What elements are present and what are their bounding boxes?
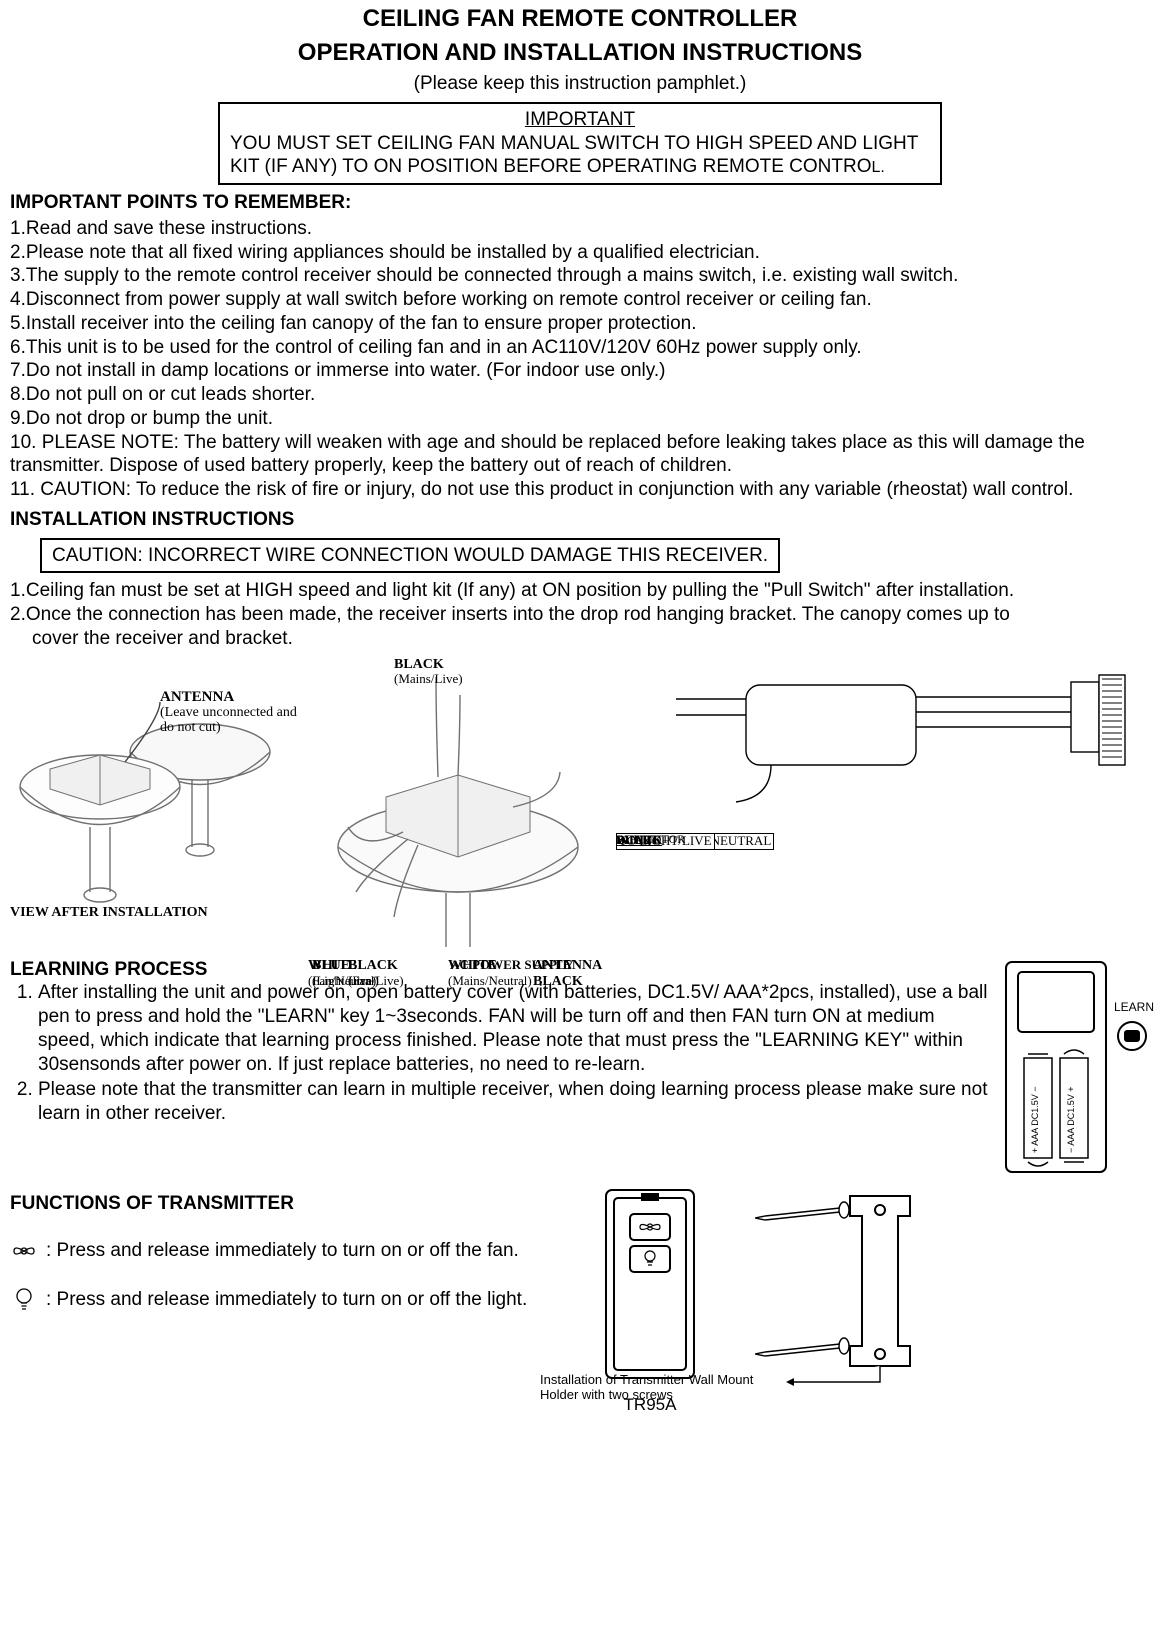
point-item: 5.Install receiver into the ceiling fan …: [10, 312, 1150, 336]
functions-heading: FUNCTIONS OF TRANSMITTER: [10, 1192, 570, 1216]
keep-pamphlet-note: (Please keep this instruction pamphlet.): [10, 72, 1150, 96]
install-step: 2.Once the connection has been made, the…: [10, 603, 1150, 627]
install-step: 1.Ceiling fan must be set at HIGH speed …: [10, 579, 1150, 603]
point-item: 1.Read and save these instructions.: [10, 217, 1150, 241]
point-item: 7.Do not install in damp locations or im…: [10, 359, 1150, 383]
function-light-text: : Press and release immediately to turn …: [46, 1288, 527, 1312]
learning-step: After installing the unit and power on, …: [38, 981, 990, 1076]
page-title-line1: CEILING FAN REMOTE CONTROLLER: [10, 4, 1150, 34]
svg-text:+ AAA DC1.5V −: + AAA DC1.5V −: [1030, 1086, 1040, 1153]
diagram-view-after-installation: ANTENNA (Leave unconnected and do not cu…: [10, 657, 300, 922]
antenna-label: ANTENNA (Leave unconnected and do not cu…: [160, 689, 300, 736]
diagram-receiver-block: L N BLACK WHITE AC POWER INPUT ANTENNA T…: [616, 657, 1156, 837]
learning-steps: After installing the unit and power on, …: [10, 981, 990, 1126]
important-notice-box: IMPORTANT YOU MUST SET CEILING FAN MANUA…: [218, 102, 942, 185]
install-heading: INSTALLATION INSTRUCTIONS: [10, 508, 1150, 532]
point-item: 9.Do not drop or bump the unit.: [10, 407, 1150, 431]
point-item: 8.Do not pull on or cut leads shorter.: [10, 383, 1150, 407]
mount-caption: Installation of Transmitter Wall Mount H…: [540, 1372, 780, 1403]
point-item: 6.This unit is to be used for the contro…: [10, 336, 1150, 360]
important-label: IMPORTANT: [230, 108, 930, 132]
install-step-cont: cover the receiver and bracket.: [10, 627, 1150, 651]
svg-text:− AAA DC1.5V +: − AAA DC1.5V +: [1066, 1086, 1076, 1153]
point-item: 11. CAUTION: To reduce the risk of fire …: [10, 478, 1150, 502]
learn-button-label: LEARN: [1114, 1000, 1154, 1015]
function-fan-text: : Press and release immediately to turn …: [46, 1239, 519, 1263]
fan-icon: [10, 1241, 38, 1261]
function-light-line: : Press and release immediately to turn …: [10, 1287, 570, 1313]
learning-step: Please note that the transmitter can lea…: [38, 1078, 990, 1126]
page-title-line2: OPERATION AND INSTALLATION INSTRUCTIONS: [10, 38, 1150, 68]
function-fan-line: : Press and release immediately to turn …: [10, 1239, 570, 1263]
point-item: 2.Please note that all fixed wiring appl…: [10, 241, 1150, 265]
install-caution-box: CAUTION: INCORRECT WIRE CONNECTION WOULD…: [40, 538, 780, 574]
points-heading: IMPORTANT POINTS TO REMEMBER:: [10, 191, 1150, 215]
important-body: YOU MUST SET CEILING FAN MANUAL SWITCH T…: [230, 132, 930, 180]
point-item: 4.Disconnect from power supply at wall s…: [10, 288, 1150, 312]
install-steps: 1.Ceiling fan must be set at HIGH speed …: [10, 579, 1150, 650]
point-item: 3.The supply to the remote control recei…: [10, 264, 1150, 288]
wall-mount-diagram: Installation of Transmitter Wall Mount H…: [730, 1186, 1150, 1393]
diagram-canopy-wiring: BLACK(Mains/Live) AC POWER SUPPLY WHITE(…: [308, 657, 608, 952]
remote-back-diagram: + AAA DC1.5V − − AAA DC1.5V + LEARN: [1000, 958, 1150, 1178]
view-after-label: VIEW AFTER INSTALLATION: [10, 904, 208, 922]
light-icon: [10, 1287, 38, 1313]
point-item: 10. PLEASE NOTE: The battery will weaken…: [10, 431, 1150, 479]
wiring-diagram-strip: ANTENNA (Leave unconnected and do not cu…: [10, 657, 1150, 952]
points-list: 1.Read and save these instructions. 2.Pl…: [10, 217, 1150, 502]
